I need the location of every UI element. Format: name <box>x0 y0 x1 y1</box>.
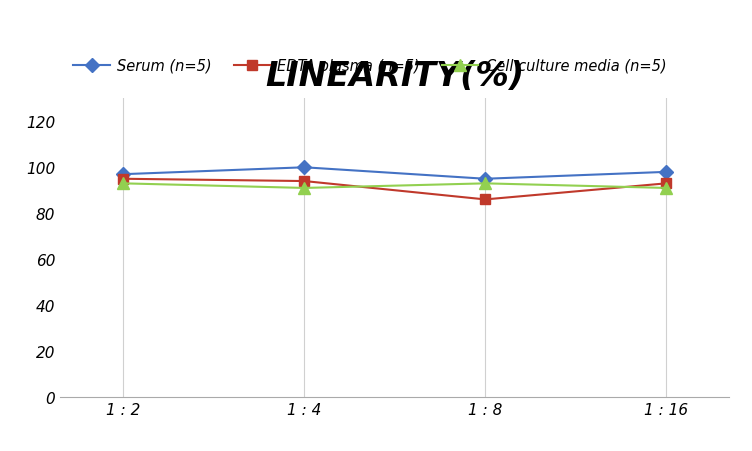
Line: EDTA plasma (n=5): EDTA plasma (n=5) <box>119 175 671 205</box>
EDTA plasma (n=5) <box>119 177 128 182</box>
EDTA plasma (n=5) <box>300 179 309 184</box>
Cell culture media (n=5) <box>662 186 671 191</box>
EDTA plasma (n=5) <box>481 197 490 202</box>
EDTA plasma (n=5) <box>662 181 671 187</box>
Cell culture media (n=5) <box>300 186 309 191</box>
Line: Serum (n=5): Serum (n=5) <box>119 163 671 184</box>
Serum (n=5) <box>119 172 128 178</box>
Cell culture media (n=5) <box>481 181 490 187</box>
Title: LINEARITY(%): LINEARITY(%) <box>265 60 524 92</box>
Serum (n=5) <box>662 170 671 175</box>
Line: Cell culture media (n=5): Cell culture media (n=5) <box>118 179 672 194</box>
Cell culture media (n=5) <box>119 181 128 187</box>
Serum (n=5) <box>300 165 309 170</box>
Legend: Serum (n=5), EDTA plasma (n=5), Cell culture media (n=5): Serum (n=5), EDTA plasma (n=5), Cell cul… <box>68 53 672 79</box>
Serum (n=5) <box>481 177 490 182</box>
